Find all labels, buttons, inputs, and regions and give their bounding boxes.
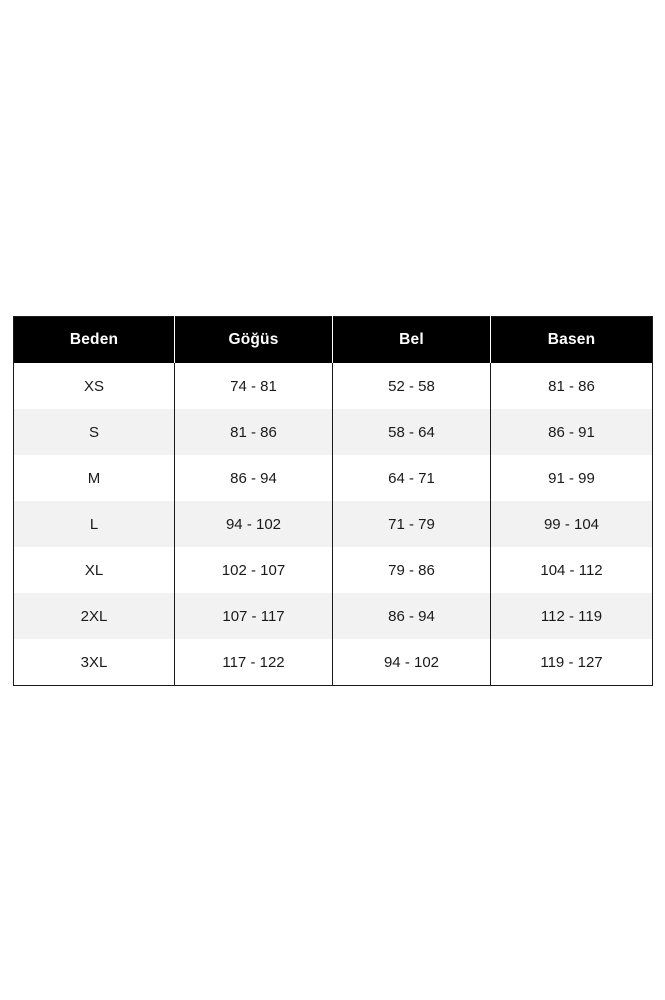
table-row: M 86 - 94 64 - 71 91 - 99 (13, 455, 653, 501)
table-row: XS 74 - 81 52 - 58 81 - 86 (13, 363, 653, 409)
cell-beden: S (13, 409, 175, 455)
cell-beden: XL (13, 547, 175, 593)
table-row: 3XL 117 - 122 94 - 102 119 - 127 (13, 639, 653, 686)
cell-basen: 86 - 91 (548, 423, 595, 441)
cell-gogus: 81 - 86 (174, 409, 333, 455)
cell-gogus: 102 - 107 (174, 547, 333, 593)
table-row: XL 102 - 107 79 - 86 104 - 112 (13, 547, 653, 593)
size-chart-table: Beden Göğüs Bel Basen XS 74 - 81 52 - 58… (13, 316, 653, 686)
cell-gogus: 107 - 117 (174, 593, 333, 639)
cell-basen: 112 - 119 (540, 607, 603, 625)
cell-beden: 2XL (13, 593, 175, 639)
table-row: 2XL 107 - 117 86 - 94 112 - 119 (13, 593, 653, 639)
cell-basen: 119 - 127 (540, 653, 603, 671)
header-row: Beden Göğüs Bel Basen (13, 316, 653, 363)
cell-bel: 64 - 71 (332, 455, 491, 501)
table-row: S 81 - 86 58 - 64 86 - 91 (13, 409, 653, 455)
cell-beden: 3XL (13, 639, 175, 686)
size-chart-body: XS 74 - 81 52 - 58 81 - 86 S 81 - 86 58 … (13, 363, 653, 686)
cell-beden: M (13, 455, 175, 501)
cell-basen: 81 - 86 (548, 377, 595, 395)
table-row: L 94 - 102 71 - 79 99 - 104 (13, 501, 653, 547)
cell-bel: 86 - 94 (332, 593, 491, 639)
cell-bel: 94 - 102 (332, 639, 491, 686)
cell-beden: L (13, 501, 175, 547)
cell-gogus: 117 - 122 (174, 639, 333, 686)
cell-bel: 79 - 86 (332, 547, 491, 593)
cell-basen: 99 - 104 (543, 515, 600, 533)
cell-beden: XS (13, 363, 175, 409)
cell-basen: 91 - 99 (548, 469, 595, 487)
cell-basen: 104 - 112 (540, 561, 603, 579)
cell-gogus: 94 - 102 (174, 501, 333, 547)
cell-bel: 52 - 58 (332, 363, 491, 409)
column-header-gogus: Göğüs (174, 316, 333, 363)
column-header-bel: Bel (332, 316, 491, 363)
cell-bel: 58 - 64 (332, 409, 491, 455)
column-header-basen: Basen (490, 316, 653, 363)
column-header-beden: Beden (13, 316, 175, 363)
cell-gogus: 86 - 94 (174, 455, 333, 501)
cell-gogus: 74 - 81 (174, 363, 333, 409)
cell-bel: 71 - 79 (332, 501, 491, 547)
size-chart-header: Beden Göğüs Bel Basen (13, 316, 653, 363)
